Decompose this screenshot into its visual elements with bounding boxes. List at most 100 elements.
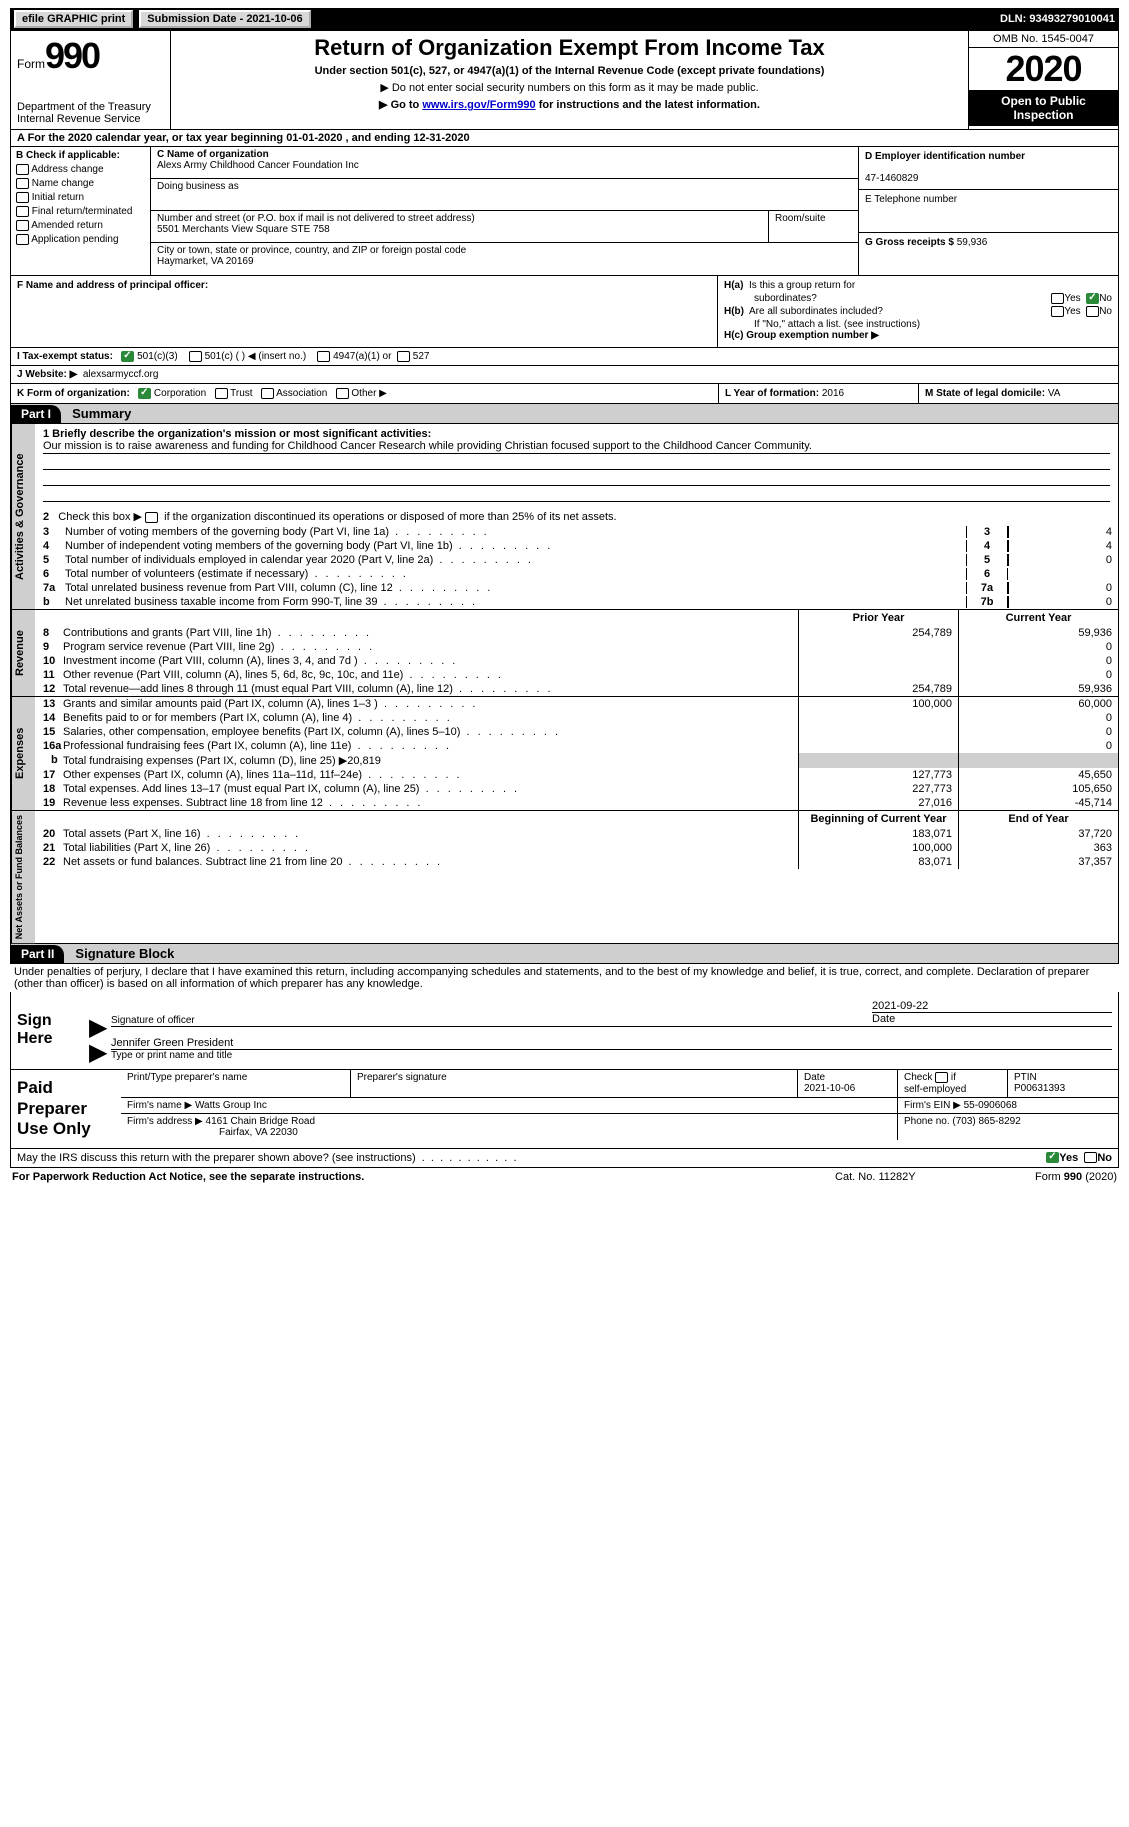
gov-line: 4Number of independent voting members of…	[35, 539, 1118, 553]
chk-501c[interactable]	[189, 351, 202, 362]
cell-city: City or town, state or province, country…	[151, 243, 858, 275]
dept-label: Department of the Treasury Internal Reve…	[17, 101, 164, 125]
part1-bar: Part I Summary	[10, 404, 1119, 424]
chk-initial-return[interactable]: Initial return	[16, 191, 145, 205]
form-990-page: efile GRAPHIC print Submission Date - 20…	[0, 0, 1129, 1194]
col-h: H(a) Is this a group return for subordin…	[718, 276, 1118, 347]
chk-hb-yes[interactable]	[1051, 306, 1064, 317]
cell-telephone: E Telephone number	[859, 190, 1118, 233]
cell-org-name: C Name of organizationAlexs Army Childho…	[151, 147, 858, 179]
rev-line: 12Total revenue—add lines 8 through 11 (…	[35, 682, 1118, 696]
chk-hb-no[interactable]	[1086, 306, 1099, 317]
form-subtitle-1: Under section 501(c), 527, or 4947(a)(1)…	[177, 65, 962, 77]
sign-arrow2-icon: ▶	[89, 1038, 107, 1067]
cell-ein: D Employer identification number47-14608…	[859, 147, 1118, 190]
col-f-officer: F Name and address of principal officer:	[11, 276, 718, 347]
chk-self-employed[interactable]	[935, 1072, 948, 1083]
form-subtitle-3: ▶ Go to www.irs.gov/Form990 for instruct…	[177, 98, 962, 111]
hdr-begin-year: Beginning of Current Year	[798, 811, 958, 827]
chk-527[interactable]	[397, 351, 410, 362]
na-line: 21Total liabilities (Part X, line 26) ..…	[35, 841, 1118, 855]
signature-declaration: Under penalties of perjury, I declare th…	[10, 964, 1119, 992]
may-irs-discuss: May the IRS discuss this return with the…	[10, 1149, 1119, 1168]
row-k: K Form of organization: Corporation Trus…	[10, 384, 1119, 404]
gov-line: 3Number of voting members of the governi…	[35, 525, 1118, 539]
chk-ha-no[interactable]	[1086, 293, 1099, 304]
paid-preparer-label: Paid Preparer Use Only	[11, 1070, 121, 1147]
rev-line: 8Contributions and grants (Part VIII, li…	[35, 626, 1118, 640]
signer-name: Jennifer Green President	[111, 1037, 1112, 1050]
sign-here-label: Sign Here	[11, 992, 91, 1069]
chk-final-return[interactable]: Final return/terminated	[16, 205, 145, 219]
chk-q2[interactable]	[145, 512, 158, 523]
hb-note: If "No," attach a list. (see instruction…	[724, 319, 1112, 330]
chk-4947[interactable]	[317, 351, 330, 362]
vtab-expenses: Expenses	[11, 697, 35, 810]
open-inspection: Open to Public Inspection	[969, 90, 1118, 126]
ha-row: H(a) Is this a group return for	[724, 280, 1112, 291]
na-hdr: Beginning of Current Year End of Year	[35, 811, 1118, 827]
prep-sig-hdr: Preparer's signature	[351, 1070, 798, 1096]
form-ref: Form 990 (2020)	[1035, 1171, 1117, 1183]
exp-line: 14Benefits paid to or for members (Part …	[35, 711, 1118, 725]
chk-trust[interactable]	[215, 388, 228, 399]
hdr-prior-year: Prior Year	[798, 610, 958, 626]
ha-row2: subordinates? Yes No	[724, 293, 1112, 304]
col-b-label: B Check if applicable:	[16, 150, 145, 161]
prep-self-emp: Check ifself-employed	[898, 1070, 1008, 1096]
hc-row: H(c) Group exemption number ▶	[724, 330, 1112, 341]
chk-application-pending[interactable]: Application pending	[16, 233, 145, 247]
chk-other[interactable]	[336, 388, 349, 399]
form-number: 990	[45, 35, 99, 76]
section-f-h: F Name and address of principal officer:…	[10, 276, 1119, 348]
chk-address-change[interactable]: Address change	[16, 163, 145, 177]
chk-corp[interactable]	[138, 388, 151, 399]
chk-may-no[interactable]	[1084, 1152, 1097, 1163]
row-j: J Website: ▶ alexsarmyccf.org	[10, 366, 1119, 384]
efile-print-button[interactable]: efile GRAPHIC print	[14, 10, 133, 28]
gov-line: 6Total number of volunteers (estimate if…	[35, 567, 1118, 581]
row-l: L Year of formation: 2016	[718, 384, 918, 403]
irs-link[interactable]: www.irs.gov/Form990	[422, 99, 535, 111]
prep-phone: Phone no. (703) 865-8292	[898, 1114, 1118, 1140]
mission-text: Our mission is to raise awareness and fu…	[43, 440, 1110, 454]
col-b-checkboxes: B Check if applicable: Address change Na…	[11, 147, 151, 275]
sign-here-block: Sign Here 2021-09-22 ▶ Signature of offi…	[10, 992, 1119, 1070]
part2-label: Part II	[11, 945, 64, 963]
row-a-taxyear: A For the 2020 calendar year, or tax yea…	[10, 130, 1119, 147]
gov-line: bNet unrelated business taxable income f…	[35, 595, 1118, 609]
hdr-current-year: Current Year	[958, 610, 1118, 626]
vtab-governance: Activities & Governance	[11, 424, 35, 609]
dln-label: DLN: 93493279010041	[1000, 13, 1115, 25]
rev-hdr: Prior Year Current Year	[35, 610, 1118, 626]
chk-assoc[interactable]	[261, 388, 274, 399]
section-b-c-d: B Check if applicable: Address change Na…	[10, 147, 1119, 276]
chk-name-change[interactable]: Name change	[16, 177, 145, 191]
summary-revenue: Revenue Prior Year Current Year 8Contrib…	[10, 610, 1119, 697]
na-line: 20Total assets (Part X, line 16) .......…	[35, 827, 1118, 841]
prep-firm-name: Firm's name ▶ Watts Group Inc	[121, 1098, 898, 1113]
vtab-net-assets: Net Assets or Fund Balances	[11, 811, 35, 943]
q1: 1 Briefly describe the organization's mi…	[35, 424, 1118, 506]
header-mid: Return of Organization Exempt From Incom…	[171, 31, 968, 129]
exp-line: 15Salaries, other compensation, employee…	[35, 725, 1118, 739]
tax-year: 2020	[969, 48, 1118, 90]
rev-line: 9Program service revenue (Part VIII, lin…	[35, 640, 1118, 654]
submission-date-button[interactable]: Submission Date - 2021-10-06	[139, 10, 310, 28]
header-right: OMB No. 1545-0047 2020 Open to Public In…	[968, 31, 1118, 129]
sig-officer-label: Signature of officer	[111, 1013, 872, 1026]
part1-label: Part I	[11, 405, 61, 423]
cell-dba: Doing business as	[151, 179, 858, 211]
prep-ptin: PTINP00631393	[1008, 1070, 1118, 1096]
paid-preparer-block: Paid Preparer Use Only Print/Type prepar…	[10, 1070, 1119, 1148]
rev-line: 10Investment income (Part VIII, column (…	[35, 654, 1118, 668]
chk-may-yes[interactable]	[1046, 1152, 1059, 1163]
summary-governance: Activities & Governance 1 Briefly descri…	[10, 424, 1119, 610]
chk-ha-yes[interactable]	[1051, 293, 1064, 304]
cell-address: Number and street (or P.O. box if mail i…	[151, 211, 858, 243]
chk-501c3[interactable]	[121, 351, 134, 362]
vtab-revenue: Revenue	[11, 610, 35, 696]
form-word: Form	[17, 57, 45, 71]
chk-amended-return[interactable]: Amended return	[16, 219, 145, 233]
prep-date: Date2021-10-06	[798, 1070, 898, 1096]
